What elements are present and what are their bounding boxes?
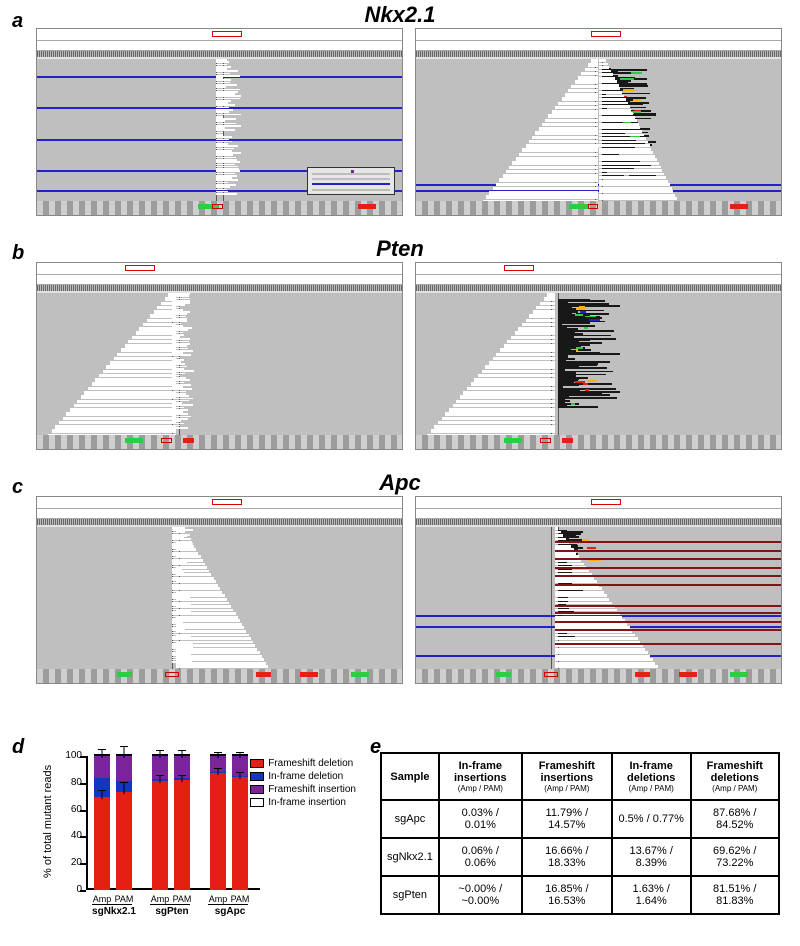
igv-footer <box>416 435 781 449</box>
bar <box>94 756 110 890</box>
igv-ruler <box>37 497 402 509</box>
panel-label-d: d <box>12 736 24 759</box>
igv-ruler <box>416 29 781 41</box>
igv-b-amp: PAM <box>36 262 403 450</box>
chart-d: % of total mutant reads Frameshift delet… <box>36 752 356 932</box>
igv-cov <box>37 51 402 57</box>
table-cell: 1.63% / 1.64% <box>612 876 691 914</box>
igv-cov <box>416 51 781 57</box>
gene-title-c: Apc <box>0 470 800 496</box>
table-cell: ~0.00% / ~0.00% <box>439 876 522 914</box>
igv-a-pam: PAM <box>415 28 782 216</box>
igv-c-pam: PAM <box>415 496 782 684</box>
igv-body <box>37 293 402 435</box>
igv-a-amp: PAM <box>36 28 403 216</box>
table-cell: sgApc <box>381 800 439 838</box>
igv-scale <box>37 41 402 51</box>
igv-body <box>416 59 781 201</box>
igv-scale <box>416 509 781 519</box>
igv-body <box>37 59 402 201</box>
th-fsi: Frameshift insertions(Amp / PAM) <box>522 753 612 800</box>
bar <box>152 756 168 890</box>
igv-footer <box>416 669 781 683</box>
table-cell: sgNkx2.1 <box>381 838 439 876</box>
igv-cov <box>416 285 781 291</box>
igv-b-pam: PAM <box>415 262 782 450</box>
igv-footer <box>416 201 781 215</box>
y-axis-title: % of total mutant reads <box>42 752 54 890</box>
igv-body <box>416 527 781 669</box>
gene-title-a: Nkx2.1 <box>0 2 800 28</box>
th-ifi: In-frame insertions(Amp / PAM) <box>439 753 522 800</box>
igv-scale <box>416 275 781 285</box>
igv-row-c: PAM PAM <box>36 496 782 684</box>
bar <box>116 756 132 890</box>
igv-scale <box>416 41 781 51</box>
bar <box>232 756 248 890</box>
table-cell: 0.03% / 0.01% <box>439 800 522 838</box>
igv-ruler <box>416 497 781 509</box>
table-cell: 81.51% / 81.83% <box>691 876 780 914</box>
bar <box>174 756 190 890</box>
igv-ruler <box>37 29 402 41</box>
plot-area <box>88 756 260 890</box>
table-cell: sgPten <box>381 876 439 914</box>
igv-body <box>416 293 781 435</box>
legend: Frameshift deletionIn-frame deletionFram… <box>250 758 356 810</box>
gene-title-b: Pten <box>0 236 800 262</box>
table-cell: 69.62% / 73.22% <box>691 838 780 876</box>
igv-ruler <box>416 263 781 275</box>
igv-scale <box>37 275 402 285</box>
igv-c-amp: PAM <box>36 496 403 684</box>
igv-row-a: PAM PAM <box>36 28 782 216</box>
table-cell: 0.5% / 0.77% <box>612 800 691 838</box>
igv-scale <box>37 509 402 519</box>
igv-ruler <box>37 263 402 275</box>
table-cell: 16.85% / 16.53% <box>522 876 612 914</box>
th-sample: Sample <box>381 753 439 800</box>
igv-cov <box>37 519 402 525</box>
igv-footer <box>37 669 402 683</box>
igv-body <box>37 527 402 669</box>
igv-row-b: PAM PAM <box>36 262 782 450</box>
table-cell: 87.68% / 84.52% <box>691 800 780 838</box>
bar <box>210 756 226 890</box>
igv-footer <box>37 435 402 449</box>
igv-cov <box>37 285 402 291</box>
table-cell: 0.06% / 0.06% <box>439 838 522 876</box>
th-fsd: Frameshift deletions(Amp / PAM) <box>691 753 780 800</box>
table-cell: 16.66% / 18.33% <box>522 838 612 876</box>
igv-cov <box>416 519 781 525</box>
igv-footer <box>37 201 402 215</box>
table-e: Sample In-frame insertions(Amp / PAM) Fr… <box>380 752 780 915</box>
th-ifd: In-frame deletions(Amp / PAM) <box>612 753 691 800</box>
table-cell: 11.79% / 14.57% <box>522 800 612 838</box>
table-cell: 13.67% / 8.39% <box>612 838 691 876</box>
